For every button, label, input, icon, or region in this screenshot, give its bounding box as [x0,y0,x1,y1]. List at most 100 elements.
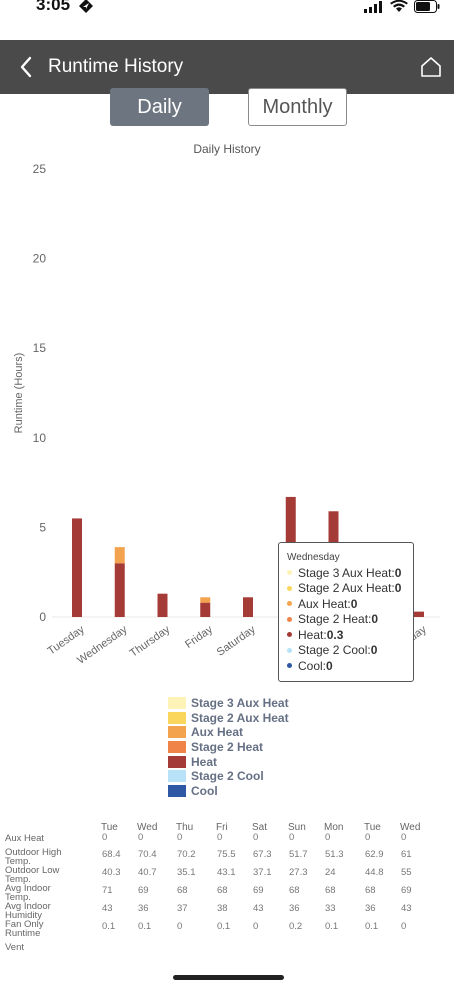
table-cell: 35.1 [177,867,196,878]
tooltip-value: 0.3 [326,627,344,642]
table-cell: 40.3 [102,867,121,878]
table-cell: 69 [138,885,149,896]
bar-segment[interactable] [200,602,211,617]
legend-item[interactable]: Stage 2 Cool [168,769,289,784]
bar-segment[interactable] [157,593,168,617]
tooltip-dot [287,585,292,591]
bar-segment[interactable] [200,597,211,603]
table-cell: 62.9 [365,849,384,860]
legend-swatch [168,770,186,783]
home-button[interactable] [418,54,444,80]
table-cell: 44.8 [365,867,384,878]
table-cell: 37 [177,903,188,914]
daily-tab[interactable]: Daily [110,88,209,126]
page-title: Runtime History [48,56,184,77]
x-tick-label: Saturday [215,623,258,658]
table-cell: 0 [177,921,183,932]
table-cell: 68 [217,885,228,896]
chart-tooltip: Wednesday Stage 3 Aux Heat: 0 Stage 2 Aux… [278,542,414,682]
tooltip-dot [287,570,292,576]
table-cell: 75.5 [217,849,236,860]
app-bar: Runtime History [0,40,454,94]
table-cell: 67.3 [253,849,272,860]
table-cell: 68 [177,885,188,896]
tooltip-row: Stage 2 Cool: 0 [287,643,405,659]
table-cell: 0.1 [325,921,339,932]
bar-segment[interactable] [114,563,125,617]
table-column-header: Mon [324,822,344,833]
legend-label: Stage 2 Heat [191,740,264,755]
table-row-label: Avg Indoor Temp. [5,883,51,903]
legend-item[interactable]: Aux Heat [168,725,289,740]
home-indicator[interactable] [173,975,284,980]
chart-title: Daily History [193,142,261,156]
y-tick-label: 0 [39,610,46,624]
monthly-tab[interactable]: Monthly [248,88,347,126]
tooltip-day: Wednesday [287,552,340,563]
location-arrow-icon [78,0,94,19]
table-row-label: Vent [5,942,25,953]
tooltip-value: 0 [394,581,402,596]
home-icon [421,57,441,77]
table-cell: 24 [325,867,336,878]
legend-item[interactable]: Stage 3 Aux Heat [168,696,289,711]
table-cell: 43 [102,903,113,914]
legend-label: Heat [191,754,218,769]
bar-segment[interactable] [72,518,82,617]
back-button[interactable] [12,52,40,82]
tooltip-row: Stage 2 Heat: 0 [287,612,405,628]
tooltip-dot [287,663,292,669]
tooltip-value: 0 [371,612,379,627]
chevron-left-icon [20,56,32,78]
y-tick-label: 10 [33,431,47,445]
table-cell: 51.3 [325,849,344,860]
table-column-header: Wed [137,822,158,833]
tooltip-dot [287,632,292,638]
table-cell: 43 [401,903,412,914]
table-column-header: Sun [288,822,306,833]
legend-label: Aux Heat [191,725,244,740]
status-time: 3:05 [36,0,71,14]
status-bar: 3:05 [0,0,454,40]
table-cell: 0 [325,832,331,843]
legend-item[interactable]: Stage 2 Heat [168,740,289,755]
bar-segment[interactable] [414,611,424,617]
table-cell: 36 [138,903,149,914]
table-row-label: Avg Indoor Humidity [5,901,51,921]
tooltip-label: Aux Heat: [298,596,351,611]
table-cell: 43.1 [217,867,236,878]
tooltip-label: Heat: [298,627,327,642]
table-cell: 68.4 [102,849,121,860]
legend-item[interactable]: Cool [168,784,289,799]
legend-swatch [168,784,186,797]
table-cell: 37.1 [253,867,272,878]
table-cell: 68 [325,885,336,896]
legend-swatch [168,726,186,739]
table-cell: 0 [102,832,108,843]
table-cell: 0 [177,832,183,843]
table-cell: 69 [401,885,412,896]
legend-item[interactable]: Heat [168,754,289,769]
legend-label: Stage 2 Aux Heat [191,710,289,725]
signal-icon [364,0,384,18]
bar-segment[interactable] [243,597,253,617]
bar-segment[interactable] [114,547,125,564]
tooltip-label: Cool: [298,658,327,673]
legend-item[interactable]: Stage 2 Aux Heat [168,711,289,726]
tooltip-value: 0 [394,565,402,580]
tooltip-row: Heat: 0.3 [287,627,405,643]
table-row-label: Outdoor Low Temp. [5,865,60,885]
table-column-header: Tue [101,822,118,833]
legend-swatch [168,755,186,768]
legend-label: Cool [191,783,218,798]
table-cell: 43 [253,903,264,914]
table-cell: 0 [401,832,407,843]
table-cell: 68 [365,885,376,896]
tooltip-label: Stage 2 Aux Heat: [298,581,395,596]
table-column-header: Thu [176,822,194,833]
table-row-label: Outdoor High Temp. [5,847,62,867]
table-cell: 0 [138,832,144,843]
x-tick-label: Friday [183,623,215,651]
y-tick-label: 25 [33,162,47,176]
table-cell: 0 [289,832,295,843]
